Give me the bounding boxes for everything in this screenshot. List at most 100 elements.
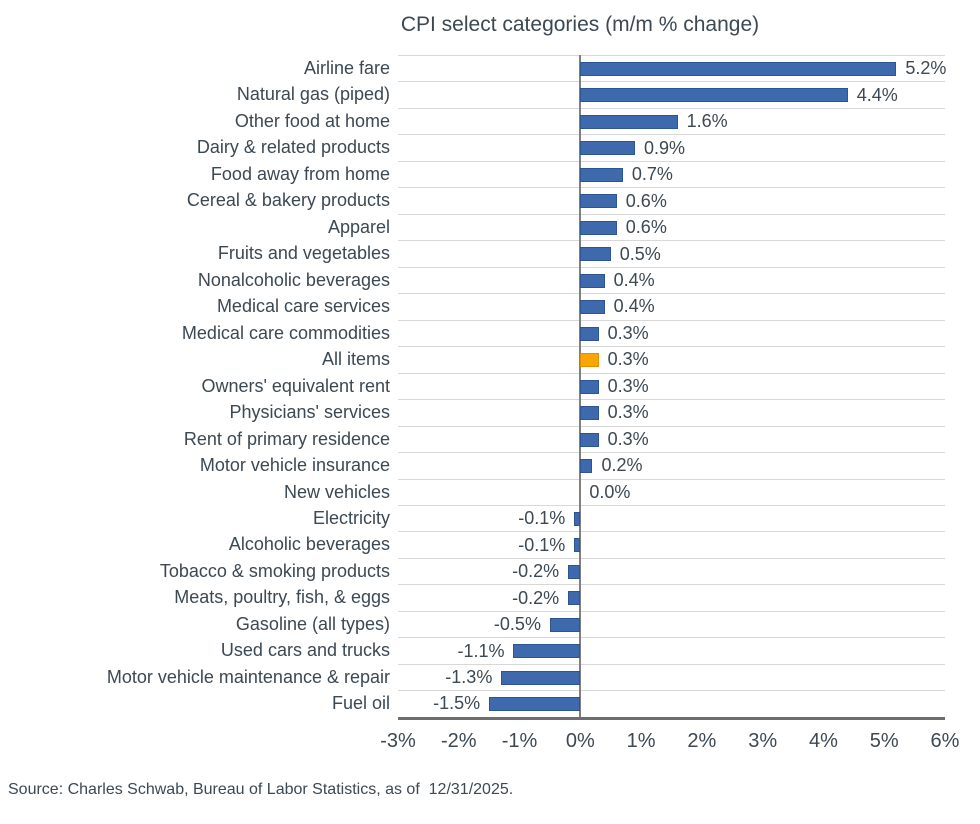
bar <box>580 88 848 103</box>
x-axis-tick-label: 0% <box>565 730 595 752</box>
bar-row: 0.9% <box>398 134 945 160</box>
bar-value-label: 0.7% <box>631 164 673 185</box>
bar <box>580 194 617 209</box>
bar-value-label: 0.9% <box>644 137 686 158</box>
bar-value-label: -0.2% <box>512 587 560 608</box>
category-label: Used cars and trucks <box>220 640 390 661</box>
category-label: Motor vehicle maintenance & repair <box>106 666 390 687</box>
category-label: Fuel oil <box>331 693 390 714</box>
x-axis-tick-label: -2% <box>440 730 477 752</box>
x-axis-tick-label: 6% <box>930 730 960 752</box>
bar-row: 4.4% <box>398 81 945 107</box>
bar-row: -0.2% <box>398 584 945 610</box>
category-label: Meats, poultry, fish, & eggs <box>174 587 390 608</box>
bar <box>489 697 581 712</box>
bar-row: 0.3% <box>398 372 945 399</box>
source-note: Source: Charles Schwab, Bureau of Labor … <box>8 781 514 798</box>
bar-row: -0.2% <box>398 557 945 584</box>
bar <box>580 459 593 474</box>
bar-value-label: 0.4% <box>613 269 655 290</box>
bar-value-label: 0.6% <box>625 190 667 211</box>
bar <box>574 511 581 526</box>
category-label: New vehicles <box>283 481 390 502</box>
bar <box>549 617 581 632</box>
bar <box>580 114 678 129</box>
bar <box>513 644 581 659</box>
bar <box>574 538 581 553</box>
bar-row: 1.6% <box>398 107 945 134</box>
x-axis: -3% -2% -1% 0% 1% 2% 3% 4% 5% 6% <box>380 730 959 760</box>
bar-row: 0.3% <box>398 319 945 346</box>
bar <box>568 564 581 579</box>
chart-title: CPI select categories (m/m % change) <box>400 13 760 36</box>
x-axis-tick-label: -3% <box>380 730 416 752</box>
bar <box>580 432 599 447</box>
category-label: Natural gas (piped) <box>236 84 390 105</box>
category-labels: Airline fare Natural gas (piped) Other foo… <box>0 55 390 717</box>
category-label: Cereal & bakery products <box>186 190 390 211</box>
bar-row: -0.5% <box>398 610 945 637</box>
bar-value-label: -0.2% <box>512 561 560 582</box>
bar <box>501 670 581 685</box>
bar-row: 5.2% <box>398 55 947 81</box>
bar <box>580 300 605 315</box>
bar <box>580 273 605 288</box>
bar-value-label: -0.1% <box>518 508 566 529</box>
bar <box>580 220 617 235</box>
category-label: Other food at home <box>234 110 390 131</box>
bar <box>580 62 897 76</box>
bar <box>568 591 581 606</box>
category-label: All items <box>321 349 390 370</box>
category-label: Rent of primary residence <box>183 428 390 449</box>
bar-value-label: 0.0% <box>589 481 631 502</box>
x-axis-tick-label: -1% <box>501 730 538 752</box>
bar-row: 0.3% <box>398 425 945 452</box>
category-label: Food away from home <box>210 163 390 184</box>
bar-value-label: 5.2% <box>905 58 947 79</box>
x-axis-tick-label: 4% <box>808 730 838 752</box>
bar-value-label: 1.6% <box>686 111 728 132</box>
x-axis-tick-label: 5% <box>869 730 899 752</box>
bar-row: 0.5% <box>398 240 945 266</box>
bar-row: -1.5% <box>398 690 945 716</box>
bar-row: 0.2% <box>398 452 945 478</box>
category-label: Airline fare <box>303 58 390 78</box>
bar-row: 0.6% <box>398 213 945 240</box>
bar-value-label: -1.1% <box>457 640 505 661</box>
bar-value-label: 4.4% <box>856 84 898 105</box>
bar-value-label: 0.6% <box>625 217 667 238</box>
bar-row: 0.4% <box>398 293 945 319</box>
category-label: Owners' equivalent rent <box>201 375 390 396</box>
bar-row: -0.1% <box>398 531 945 557</box>
bar-value-label: 0.3% <box>607 375 649 396</box>
bar-highlight <box>580 353 599 368</box>
bar-value-label: 0.5% <box>619 243 661 264</box>
bar-row: -1.1% <box>398 637 945 663</box>
bar-value-label: -1.5% <box>433 693 481 714</box>
bar <box>580 379 599 394</box>
bar-value-label: -0.1% <box>518 534 566 555</box>
x-axis-tick-label: 3% <box>748 730 778 752</box>
category-label: Medical care commodities <box>181 322 390 343</box>
bar-value-label: 0.2% <box>601 455 643 476</box>
bar-row: 0.7% <box>398 160 945 187</box>
bar-value-label: 0.3% <box>607 349 649 370</box>
category-label: Tobacco & smoking products <box>159 560 390 581</box>
bar <box>580 406 599 421</box>
bar-row: 0.3% <box>398 346 945 372</box>
category-label: Apparel <box>327 216 390 237</box>
bar-row: 0.3% <box>398 399 945 425</box>
category-label: Alcoholic beverages <box>228 534 390 555</box>
category-label: Nonalcoholic beverages <box>197 269 390 290</box>
bar-value-label: -1.3% <box>445 667 493 688</box>
bar <box>580 167 623 182</box>
category-label: Motor vehicle insurance <box>199 455 390 476</box>
category-label: Medical care services <box>216 296 390 317</box>
bar-row: -1.3% <box>398 663 945 690</box>
bar-value-label: 0.3% <box>607 428 649 449</box>
x-axis-tick-label: 1% <box>626 730 656 752</box>
category-label: Dairy & related products <box>196 137 390 158</box>
bar-row: 0.6% <box>398 187 945 213</box>
plot-area: 5.2% 4.4% 1.6% 0.9% 0.7% 0.6% 0.6% 0.5% 0.4% 0.4%… <box>398 55 947 720</box>
category-label: Electricity <box>312 507 390 528</box>
